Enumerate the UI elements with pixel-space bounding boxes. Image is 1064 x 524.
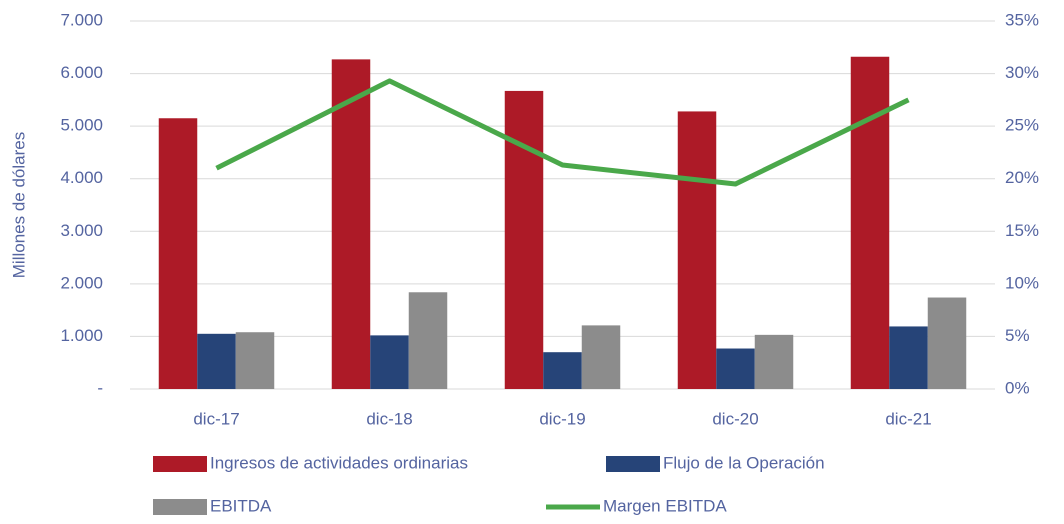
bar (754, 334, 794, 389)
x-tick-label: dic-21 (885, 409, 931, 428)
y2-tick-label: 0% (1005, 378, 1030, 397)
bar (677, 111, 717, 390)
y-tick-label: 6.000 (60, 63, 103, 82)
bar (927, 297, 967, 389)
bar (408, 292, 448, 389)
bar (370, 335, 409, 389)
legend-swatch (153, 499, 207, 515)
y-tick-label: 5.000 (60, 116, 103, 135)
bar (197, 333, 236, 389)
legend-swatch (153, 456, 207, 472)
y-tick-label: 7.000 (60, 10, 103, 29)
bar (716, 348, 755, 389)
bar (158, 118, 198, 389)
y2-tick-label: 25% (1005, 116, 1039, 135)
bar (331, 59, 371, 390)
y2-tick-label: 30% (1005, 63, 1039, 82)
bar (581, 325, 621, 389)
y-axis-label: Millones de dólares (9, 132, 28, 278)
y-tick-label: - (97, 378, 103, 397)
y2-tick-label: 20% (1005, 168, 1039, 187)
bar (504, 90, 544, 390)
bar (889, 326, 928, 389)
y2-tick-label: 35% (1005, 10, 1039, 29)
legend-label: Margen EBITDA (603, 496, 727, 515)
x-tick-label: dic-20 (712, 409, 758, 428)
y-tick-label: 1.000 (60, 326, 103, 345)
x-tick-label: dic-17 (193, 409, 239, 428)
y2-tick-label: 10% (1005, 273, 1039, 292)
line (215, 78, 910, 187)
bar (850, 56, 890, 390)
y-tick-label: 4.000 (60, 168, 103, 187)
y2-tick-label: 5% (1005, 326, 1030, 345)
legend-label: Ingresos de actividades ordinarias (210, 453, 468, 472)
y-tick-label: 3.000 (60, 221, 103, 240)
legend-label: EBITDA (210, 496, 272, 515)
legend-label: Flujo de la Operación (663, 453, 825, 472)
y-tick-label: 2.000 (60, 273, 103, 292)
y2-tick-label: 15% (1005, 221, 1039, 240)
legend-swatch (606, 456, 660, 472)
bar (543, 352, 582, 389)
bar (235, 332, 275, 389)
x-tick-label: dic-19 (539, 409, 585, 428)
x-tick-label: dic-18 (366, 409, 412, 428)
